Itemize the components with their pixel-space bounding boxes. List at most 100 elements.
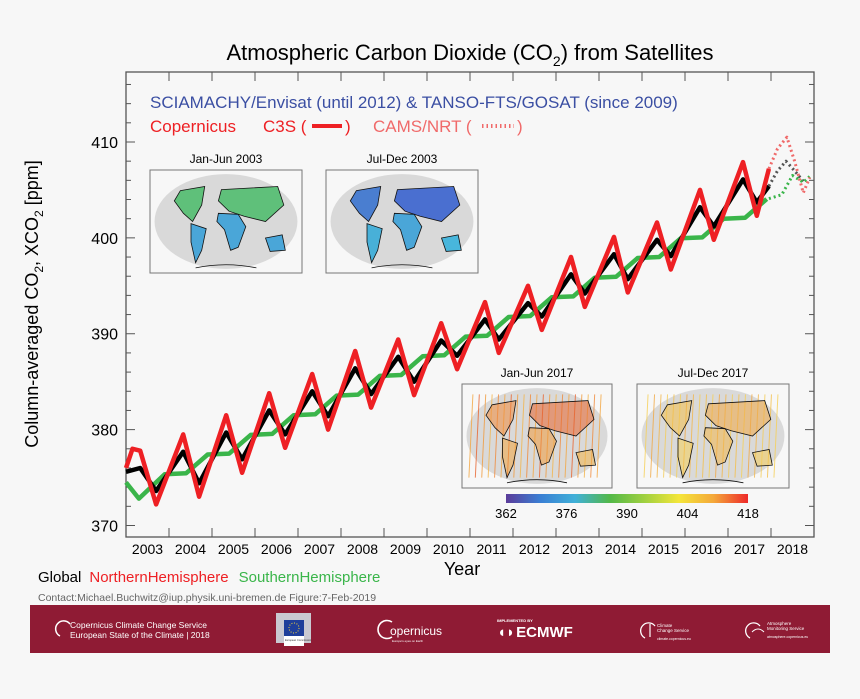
map-inset-title: Jan-Jun 2017: [501, 366, 574, 380]
continent-australia: [575, 449, 596, 467]
continent-eurasia: [217, 186, 285, 222]
c3s-line1: Copernicus Climate Change Service: [70, 620, 207, 630]
map-inset: Jan-Jun 2003: [149, 152, 303, 274]
continent-australia: [751, 449, 773, 467]
x-tick-label: 2008: [347, 541, 378, 557]
continent-australia: [440, 234, 462, 252]
series-southernhemisphere: [124, 197, 769, 501]
map-inset: Jan-Jun 2017: [461, 366, 613, 489]
map-inset-title: Jul-Dec 2003: [367, 152, 438, 166]
satellite-track: [773, 394, 779, 478]
ecmwf-implemented-by: IMPLEMENTED BY: [497, 618, 533, 623]
series-group: [123, 135, 812, 507]
ccs-line2: Change Service: [657, 628, 690, 633]
satellite-track: [513, 394, 519, 478]
legend-global: Global NorthernHemisphere SouthernHemisphe…: [38, 569, 380, 586]
atmosphere-monitoring-service-logo: Atmosphere Monitoring Service atmosphere…: [745, 621, 808, 639]
continent-australia: [264, 234, 286, 252]
continent-south-america: [502, 437, 518, 479]
x-tick-label: 2014: [605, 541, 636, 557]
c3s-line2: European State of the Climate | 2018: [70, 630, 210, 640]
map-inset-title: Jul-Dec 2017: [678, 366, 749, 380]
colorbar-tick-label: 390: [616, 506, 638, 521]
cams-label-end: ): [517, 117, 523, 136]
ecmwf-logo: IMPLEMENTED BY ◖◗ECMWF: [497, 618, 573, 641]
map-inset: Jul-Dec 2017: [636, 366, 790, 489]
satellite-track: [695, 394, 701, 478]
continent-antarctica: [506, 479, 568, 484]
ams-line1: Atmosphere: [767, 621, 792, 626]
series-global-cams-nrt: [767, 159, 805, 187]
instruments-subtitle: SCIAMACHY/Envisat (until 2012) & TANSO-F…: [150, 93, 678, 112]
c3s-logo: Copernicus Climate Change Service Europe…: [54, 620, 210, 640]
continent-north-america: [349, 186, 382, 223]
continent-south-america: [677, 437, 694, 479]
continent-south-america: [366, 223, 383, 264]
continent-south-america: [190, 223, 207, 264]
ccs-logo-icon: [640, 622, 656, 639]
ams-logo-icon: [745, 622, 761, 639]
chart-title: Atmospheric Carbon Dioxide (CO2) from Sa…: [226, 40, 713, 69]
continent-africa: [392, 212, 423, 251]
x-tick-label: 2006: [261, 541, 292, 557]
footer-background: [30, 605, 830, 653]
x-tick-label: 2011: [476, 541, 506, 557]
c3s-label-end: ): [345, 117, 351, 136]
y-tick-label: 380: [91, 423, 118, 440]
x-tick-label: 2018: [777, 541, 808, 557]
ams-line2: Monitoring Service: [767, 626, 805, 631]
c3s-label: C3S (: [263, 117, 307, 136]
x-tick-labels: 2003 2004 2005 2006 2007 2008 2009 2010 2011 2012…: [132, 541, 808, 557]
c3s-logo-icon: [54, 620, 71, 637]
x-tick-label: 2009: [390, 541, 421, 557]
colorbar-tick-label: 404: [677, 506, 699, 521]
copernicus-text: opernicus: [390, 624, 442, 638]
satellite-track: [474, 394, 480, 478]
y-tick-label: 390: [91, 327, 118, 344]
continent-antarctica: [371, 264, 433, 269]
continent-eurasia: [529, 400, 595, 437]
satellite-track: [596, 394, 602, 478]
european-commission-logo: European Commission: [276, 613, 312, 646]
series-northernhemisphere: [123, 159, 772, 507]
ccs-line1: Climate: [657, 623, 673, 628]
satellite-track: [481, 394, 487, 478]
credit-text: Contact:Michael.Buchwitz@iup.physik.uni-…: [38, 592, 376, 604]
ec-label: European Commission: [285, 638, 312, 642]
footer-banner: Copernicus Climate Change Service Europe…: [30, 605, 830, 653]
x-tick-label: 2003: [132, 541, 163, 557]
continent-eurasia: [704, 400, 772, 437]
continent-antarctica: [682, 479, 744, 484]
copernicus-tagline: Europe's eyes on Earth: [392, 639, 423, 643]
x-tick-label: 2007: [304, 541, 335, 557]
map-inset: Jul-Dec 2003: [325, 152, 479, 274]
x-tick-label: 2012: [519, 541, 550, 557]
x-tick-label: 2010: [433, 541, 464, 557]
x-tick-label: 2013: [562, 541, 593, 557]
map-insets: Jan-Jun 2003 Jul-Dec 2003 Jan-Jun 2017 Jul-…: [149, 152, 790, 489]
x-tick-label: 2015: [648, 541, 679, 557]
continent-north-america: [660, 400, 693, 437]
x-tick-label: 2016: [691, 541, 722, 557]
continent-africa: [527, 427, 557, 466]
colorbar-tick-label: 418: [737, 506, 759, 521]
copernicus-c-icon: [377, 619, 393, 640]
continent-africa: [703, 427, 734, 466]
x-tick-label: 2005: [218, 541, 249, 557]
copernicus-label: Copernicus: [150, 117, 236, 136]
eu-flag-icon: [284, 620, 304, 636]
cams-label: CAMS/NRT (: [373, 117, 472, 136]
axis-ticks: [125, 72, 815, 537]
continent-north-america: [173, 186, 206, 223]
y-tick-labels: 370 380 390 400 410: [91, 135, 118, 536]
y-tick-label: 370: [91, 518, 118, 535]
x-tick-label: 2017: [734, 541, 765, 557]
y-tick-label: 410: [91, 135, 118, 152]
copernicus-logo: opernicus Europe's eyes on Earth: [377, 619, 442, 643]
climate-change-service-logo: Climate Change Service climate.copernicu…: [640, 622, 691, 641]
ccs-url: climate.copernicus.eu: [657, 637, 691, 641]
continent-africa: [216, 212, 247, 251]
satellite-track: [468, 394, 474, 478]
colorbar-tick-label: 362: [495, 506, 517, 521]
